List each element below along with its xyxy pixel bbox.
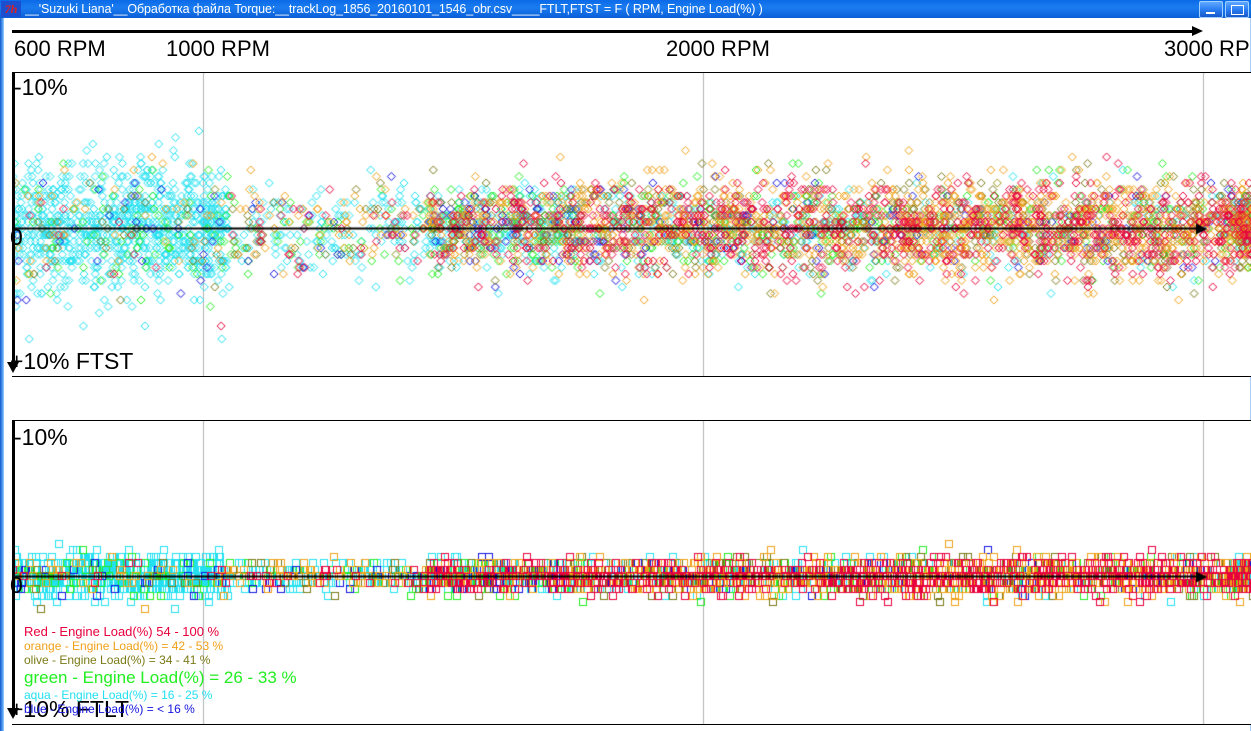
window-title: __'Suzuki Liana'__Обработка файла Torque…	[25, 2, 763, 16]
legend-item-green: green - Engine Load(%) = 26 - 33 %	[24, 667, 297, 687]
ftst-top-label: -10%	[14, 74, 68, 100]
ftlt-scatter-canvas	[12, 421, 1251, 724]
rpm-axis-arrow-icon	[1192, 26, 1203, 36]
ftlt-bottom-label: +10% FTLT	[10, 696, 130, 722]
legend-item-blue: blue - Engine Load(%) = < 16 %	[24, 701, 195, 716]
rpm-tick-label-600: 600 RPM	[14, 36, 106, 61]
rpm-tick-label-1000: 1000 RPM	[166, 36, 270, 61]
rpm-axis-line	[12, 30, 1196, 33]
rpm-tick-label-3000: 3000 RPM	[1164, 36, 1251, 61]
ftlt-chart-panel	[12, 420, 1251, 725]
minimize-button[interactable]	[1199, 0, 1223, 18]
ftst-y-axis-line	[12, 72, 15, 366]
legend-item-olive: olive - Engine Load(%) = 34 - 41 %	[24, 653, 211, 668]
ftlt-zero-label: 0	[10, 572, 23, 598]
legend-item-aqua: aqua - Engine Load(%) = 16 - 25 %	[24, 687, 213, 702]
ftst-chart-panel	[12, 72, 1251, 377]
ftlt-y-axis-arrow-icon	[7, 708, 19, 719]
minimize-icon	[1206, 11, 1215, 14]
title-bar[interactable]: 7h __'Suzuki Liana'__Обработка файла Tor…	[0, 0, 1251, 18]
ftst-y-axis-arrow-icon	[7, 362, 19, 373]
legend-item-red: Red - Engine Load(%) 54 - 100 %	[24, 624, 220, 639]
ftst-scatter-canvas	[12, 73, 1251, 376]
maximize-button[interactable]	[1225, 0, 1249, 18]
ftst-zero-label: 0	[10, 224, 23, 250]
app-logo-icon: 7h	[1, 1, 21, 17]
legend: Red - Engine Load(%) 54 - 100 % orange - …	[24, 624, 297, 716]
rpm-tick-label-2000: 2000 RPM	[666, 36, 770, 61]
rpm-axis-strip: 600 RPM 1000 RPM 2000 RPM 3000 RPM	[0, 18, 1251, 72]
maximize-icon	[1231, 4, 1244, 15]
legend-item-orange: orange - Engine Load(%) = 42 - 53 %	[24, 639, 224, 654]
window-left-border	[0, 18, 4, 731]
ftlt-top-label: -10%	[14, 424, 68, 450]
ftst-bottom-label: +10% FTST	[10, 348, 134, 374]
ftlt-y-axis-line	[12, 420, 15, 712]
